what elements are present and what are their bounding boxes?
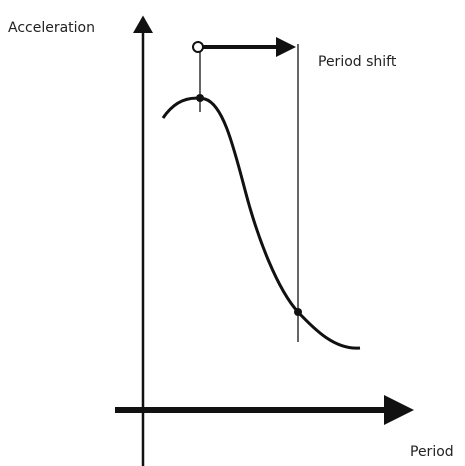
peak-point xyxy=(196,94,204,102)
shift-point xyxy=(294,308,302,316)
y-axis-label: Acceleration xyxy=(8,20,95,36)
shift-start xyxy=(192,41,204,53)
x-axis-label: Period xyxy=(410,444,454,460)
shift-label: Period shift xyxy=(318,54,397,70)
curve xyxy=(161,96,361,350)
